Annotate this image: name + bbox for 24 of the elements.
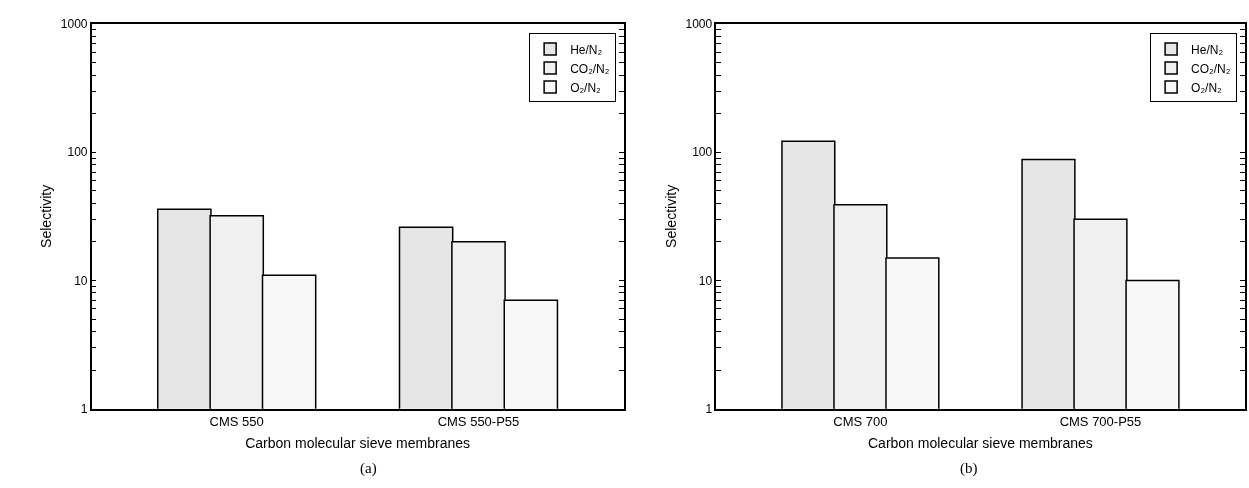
x-axis-title: Carbon molecular sieve membranes bbox=[867, 434, 1093, 451]
x-tick-label: CMS 550 bbox=[209, 414, 264, 429]
legend-label: He/N₂ bbox=[1191, 42, 1224, 57]
x-axis-title: Carbon molecular sieve membranes bbox=[245, 434, 471, 451]
text: (a) bbox=[360, 460, 377, 477]
legend-label: CO₂/N₂ bbox=[570, 61, 610, 76]
y-tick-label: 1 bbox=[705, 401, 713, 416]
y-axis-title: Selectivity bbox=[662, 184, 679, 248]
legend-label: He/N₂ bbox=[570, 42, 603, 57]
y-tick-label: 100 bbox=[692, 145, 713, 160]
legend-label: O₂/N₂ bbox=[1191, 80, 1223, 95]
y-tick-label: 1000 bbox=[685, 17, 713, 32]
legend-label: O₂/N₂ bbox=[570, 80, 602, 95]
text: (b) bbox=[960, 460, 978, 477]
y-tick-label: 1 bbox=[80, 401, 88, 416]
y-tick-label: 10 bbox=[74, 273, 88, 288]
legend-label: CO₂/N₂ bbox=[1191, 61, 1231, 76]
y-tick-label: 100 bbox=[67, 145, 88, 160]
x-tick-label: CMS 700 bbox=[833, 414, 888, 429]
y-tick-label: 10 bbox=[698, 273, 713, 288]
y-axis-title: Selectivity bbox=[37, 184, 54, 248]
x-tick-label: CMS 700-P55 bbox=[1059, 414, 1142, 429]
y-tick-label: 1000 bbox=[60, 17, 88, 32]
x-tick-label: CMS 550-P55 bbox=[437, 414, 520, 429]
